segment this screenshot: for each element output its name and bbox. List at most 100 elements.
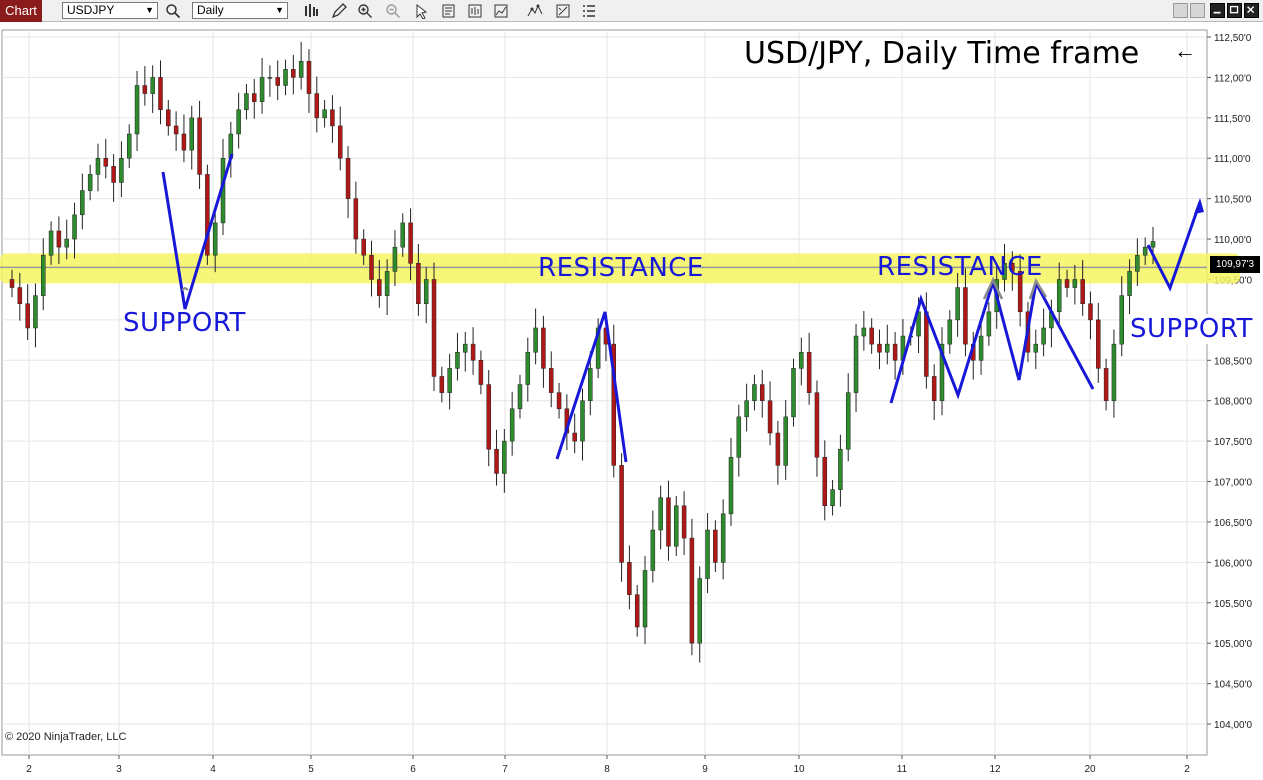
maximize-button[interactable] bbox=[1227, 3, 1242, 18]
candle-body bbox=[728, 457, 734, 515]
strategies-icon[interactable] bbox=[526, 2, 544, 20]
candle-body bbox=[1135, 254, 1140, 272]
back-arrow-icon[interactable]: ← bbox=[1174, 38, 1196, 63]
window-control[interactable] bbox=[1173, 3, 1188, 18]
candle-body bbox=[720, 513, 726, 563]
candle-body bbox=[158, 77, 163, 110]
candle-body bbox=[556, 392, 562, 410]
trend-line bbox=[555, 311, 628, 463]
candle-body bbox=[173, 125, 179, 135]
data-box-icon[interactable] bbox=[466, 2, 484, 20]
y-tick-label: 104,00'0 bbox=[1214, 720, 1252, 731]
candle-body bbox=[244, 93, 249, 110]
zoom-in-icon[interactable] bbox=[356, 2, 374, 20]
candle-body bbox=[431, 279, 437, 377]
candle-body bbox=[134, 85, 140, 135]
minimize-button[interactable] bbox=[1210, 3, 1225, 18]
candle-body bbox=[142, 85, 148, 94]
candle-body bbox=[103, 157, 109, 167]
candle-body bbox=[588, 368, 593, 401]
copyright-notice: © 2020 NinjaTrader, LLC bbox=[5, 731, 127, 743]
candle-body bbox=[1111, 343, 1117, 401]
candle-body bbox=[64, 238, 69, 248]
candle-body bbox=[408, 222, 413, 264]
candle-body bbox=[291, 69, 296, 78]
list-icon[interactable] bbox=[580, 2, 598, 20]
candle-body bbox=[861, 327, 867, 337]
candle-body bbox=[267, 77, 273, 79]
x-tick-label: 2 bbox=[1184, 764, 1190, 775]
candle-body bbox=[423, 279, 429, 304]
candle-body bbox=[119, 157, 124, 183]
indicators-icon[interactable] bbox=[492, 2, 510, 20]
chart-toolbar: Chart USDJPY ▼ Daily ▼ bbox=[0, 0, 1263, 22]
x-tick-label: 12 bbox=[989, 764, 1001, 775]
y-tick-label: 107,00'0 bbox=[1214, 478, 1252, 489]
arrow-head-icon bbox=[1194, 198, 1204, 214]
pencil-icon[interactable] bbox=[330, 2, 348, 20]
timeframe-selector[interactable]: Daily ▼ bbox=[192, 2, 288, 19]
x-tick-label: 20 bbox=[1084, 764, 1096, 775]
y-tick-label: 106,00'0 bbox=[1214, 558, 1252, 569]
candle-body bbox=[1002, 263, 1007, 280]
x-tick-label: 9 bbox=[702, 764, 708, 775]
instrument-selector[interactable]: USDJPY ▼ bbox=[62, 2, 158, 19]
resistance-label-mid: RESISTANCE bbox=[538, 253, 704, 283]
candle-body bbox=[56, 230, 62, 248]
candle-body bbox=[525, 351, 531, 385]
candle-body bbox=[330, 109, 335, 127]
pointer-icon[interactable] bbox=[412, 2, 430, 20]
window-control[interactable] bbox=[1190, 3, 1205, 18]
candle-body bbox=[986, 311, 992, 337]
candle-body bbox=[416, 263, 421, 304]
candle-body bbox=[869, 327, 874, 345]
candle-body bbox=[298, 60, 304, 78]
candle-body bbox=[885, 343, 890, 353]
pivot-mark bbox=[982, 277, 1004, 300]
candle-body bbox=[611, 343, 617, 466]
x-tick-label: 5 bbox=[308, 764, 314, 775]
candle-body bbox=[494, 448, 499, 474]
candle-body bbox=[126, 133, 132, 159]
candle-body bbox=[814, 392, 820, 458]
support-label-right: SUPPORT bbox=[1128, 314, 1255, 344]
candle-body bbox=[830, 489, 835, 507]
properties-icon[interactable] bbox=[440, 2, 458, 20]
candle-body bbox=[72, 214, 77, 240]
candle-body bbox=[681, 505, 687, 539]
close-button[interactable] bbox=[1244, 3, 1259, 18]
candle-body bbox=[447, 368, 452, 393]
y-tick-label: 105,50'0 bbox=[1214, 599, 1252, 610]
bars-icon[interactable] bbox=[302, 2, 320, 20]
chart-tab[interactable]: Chart bbox=[0, 0, 42, 22]
candle-body bbox=[1064, 279, 1070, 288]
templates-icon[interactable] bbox=[554, 2, 572, 20]
candle-body bbox=[439, 376, 445, 393]
candle-body bbox=[205, 174, 210, 256]
candle-body bbox=[212, 222, 218, 256]
candle-body bbox=[87, 174, 93, 191]
x-tick-label: 11 bbox=[897, 764, 908, 775]
candle-body bbox=[17, 287, 23, 304]
search-icon[interactable] bbox=[164, 2, 182, 20]
y-tick-label: 108,00'0 bbox=[1214, 397, 1252, 408]
candle-body bbox=[1088, 303, 1093, 321]
candle-body bbox=[48, 230, 54, 256]
candle-body bbox=[463, 343, 468, 353]
zoom-out-icon[interactable] bbox=[384, 2, 402, 20]
y-tick-label: 110,00'0 bbox=[1214, 235, 1252, 246]
candle-body bbox=[150, 77, 155, 94]
candle-body bbox=[486, 384, 491, 450]
candle-body bbox=[314, 93, 320, 119]
x-tick-label: 6 bbox=[410, 764, 416, 775]
candle-body bbox=[33, 295, 38, 329]
x-tick-label: 8 bbox=[604, 764, 610, 775]
candle-body bbox=[252, 93, 257, 102]
candle-body bbox=[345, 157, 351, 199]
price-chart[interactable]: 112,50'0 112,00'0 111,50'0 111,00'0 110,50'0… bbox=[0, 22, 1263, 780]
chart-title: USD/JPY, Daily Time frame bbox=[744, 36, 1140, 71]
candle-body bbox=[1080, 279, 1085, 304]
candle-body bbox=[509, 408, 515, 442]
candle-body bbox=[775, 432, 781, 466]
x-tick-label: 3 bbox=[116, 764, 122, 775]
